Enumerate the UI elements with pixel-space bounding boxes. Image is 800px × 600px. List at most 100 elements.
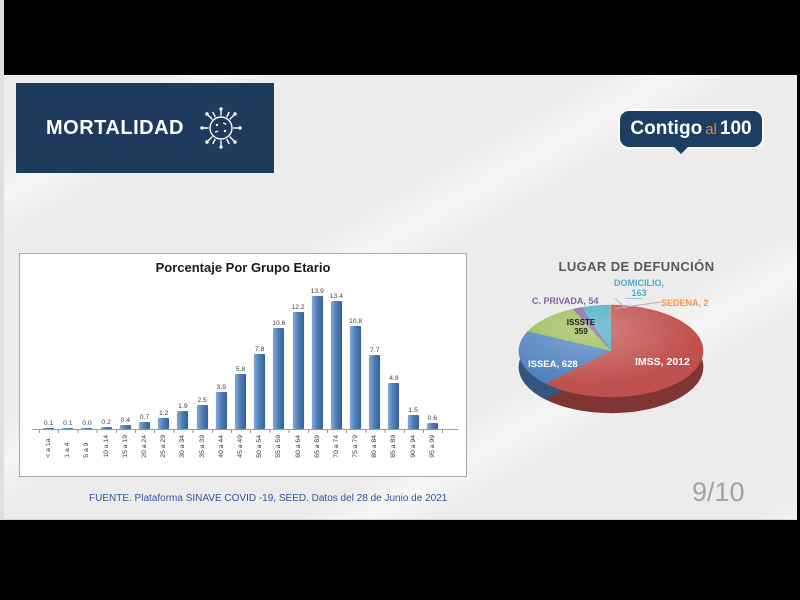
bar-slot: 13.9	[308, 288, 327, 429]
bar-category-label: 40 a 44	[217, 435, 225, 458]
page-title: MORTALIDAD	[46, 116, 184, 139]
bar-slot: 10.6	[269, 320, 288, 429]
bar	[158, 417, 170, 429]
bar-value-label: 7.7	[370, 347, 380, 355]
virus-icon	[200, 107, 242, 149]
bar	[350, 325, 362, 429]
bar-value-label: 10.8	[348, 317, 363, 325]
bar-category-label: 90 a 94	[409, 435, 417, 458]
bar-value-label: 0.1	[43, 419, 54, 427]
bar-slot: 7.7	[365, 347, 384, 429]
bar-value-label: 1.5	[408, 406, 418, 414]
bar-category-cell: 95 a 99	[423, 435, 442, 458]
pie-label-domicilio-value: 163	[631, 288, 647, 298]
mortalidad-header: MORTALIDAD	[16, 83, 274, 173]
bar	[196, 405, 208, 429]
bar-category-label: 20 a 24	[141, 435, 149, 458]
bar-chart-axis-line	[32, 429, 458, 430]
bar	[81, 427, 93, 429]
source-note: FUENTE. Plataforma SINAVE COVID -19, SEE…	[89, 493, 448, 504]
slide: MORTALIDAD	[4, 75, 797, 520]
bar-category-cell: < a 1a.	[39, 435, 58, 458]
bar	[369, 355, 381, 429]
bar	[273, 327, 285, 429]
bar-xlabels: < a 1a. 1 a 4 5 a 9 10 a 14 15 a 19 20 a 24 25…	[39, 435, 442, 458]
bar-slot: 1.5	[404, 407, 423, 429]
bar	[215, 391, 227, 429]
bar-chart: 0.1 0.1 0.0 0.2 0.4 0.7 1.2 1.9 2.5 3.9 5.8 7.8 10.6…	[39, 254, 442, 429]
bar-value-label: 3.9	[216, 383, 226, 391]
pie-chart	[516, 304, 706, 435]
bar-category-label: < a 1a.	[45, 436, 53, 458]
pie-chart-title: LUGAR DE DEFUNCIÓN	[558, 259, 715, 274]
page-number: 9/10	[692, 477, 745, 507]
bar-slot: 2.5	[193, 397, 212, 429]
bar-category-label: 15 a 19	[121, 435, 129, 458]
bar-category-cell: 70 a 74	[327, 435, 346, 458]
bar-slot: 0.7	[135, 414, 154, 429]
bar-category-label: 35 a 39	[198, 435, 206, 458]
bar	[139, 422, 151, 429]
bar	[62, 427, 74, 429]
bar-category-cell: 1 a 4	[58, 435, 77, 458]
bar-category-label: 95 a 99	[428, 435, 436, 458]
bar-value-label: 0.2	[101, 419, 111, 427]
pie-label-domicilio-name: DOMICILIO,	[614, 278, 664, 288]
bar-category-label: 30 a 34	[179, 435, 187, 458]
bar-category-cell: 40 a 44	[212, 435, 231, 458]
domicilio-leader-line-h	[625, 298, 642, 299]
bar	[407, 414, 419, 429]
pie-label-c-privada: C. PRIVADA, 54	[532, 296, 599, 306]
bar-slot: 10.8	[346, 318, 365, 429]
bar-slot: 1.2	[154, 410, 173, 429]
bar-slot: 0.6	[423, 415, 442, 429]
bar	[292, 312, 304, 429]
pie-label-issste: ISSSTE 359	[560, 318, 602, 336]
bar-slot: 1.9	[173, 403, 192, 429]
bar-value-label: 13.4	[329, 292, 344, 300]
bar	[426, 423, 438, 429]
bar-category-cell: 80 a 84	[365, 435, 384, 458]
bar-category-label: 25 a 29	[160, 435, 168, 458]
pie-label-issste-value: 359	[574, 327, 588, 336]
pie-label-domicilio: DOMICILIO, 163	[597, 278, 681, 298]
bar-category-label: 10 a 14	[102, 435, 110, 458]
bar-value-label: 12.2	[291, 304, 305, 312]
bar-value-label: 0.1	[63, 419, 73, 427]
bar-slot: 5.8	[231, 366, 250, 429]
bar	[119, 425, 131, 429]
bar	[330, 300, 342, 429]
bar-category-label: 60 a 64	[294, 435, 302, 458]
bar-slot: 0.1	[58, 419, 77, 429]
bar-category-cell: 10 a 14	[97, 435, 116, 458]
bar-value-label: 13.9	[310, 288, 324, 295]
bar	[234, 373, 246, 429]
logo-text-contigo: Contigo	[630, 118, 703, 139]
pie-label-issea: ISSEA, 628	[528, 359, 578, 370]
bar-category-label: 5 a 9	[83, 442, 91, 458]
bar-chart-panel: Porcentaje Por Grupo Etario 0.1 0.1 0.0 0.2…	[19, 253, 467, 477]
bar-value-label: 1.9	[178, 402, 188, 410]
bar-value-label: 4.8	[389, 375, 399, 383]
bar-category-cell: 85 a 89	[384, 435, 403, 458]
bar-slot: 0.4	[116, 417, 135, 429]
bar-category-cell: 55 a 59	[269, 435, 288, 458]
bar-slot: 0.1	[39, 419, 58, 429]
pie-label-issste-name: ISSSTE	[566, 318, 596, 327]
bar-chart-title: Porcentaje Por Grupo Etario	[155, 260, 331, 275]
bar-slot: 0.2	[97, 419, 116, 429]
pie-label-imss: IMSS, 2012	[635, 356, 690, 368]
bar	[388, 383, 400, 429]
bar	[43, 427, 55, 429]
bar-slot: 4.8	[384, 375, 403, 429]
bar-category-cell: 25 a 29	[154, 435, 173, 458]
contigo-al-100-logo: Contigo al 100	[620, 111, 762, 154]
bar-category-label: 55 a 59	[275, 435, 283, 458]
bar-slot: 12.2	[288, 304, 307, 429]
logo-text-al: al	[705, 120, 717, 138]
bar-value-label: 1.2	[158, 409, 169, 417]
bar-slot: 0.0	[77, 420, 96, 429]
pie-surface	[518, 304, 704, 398]
bar-category-cell: 45 a 49	[231, 435, 250, 458]
bar-category-cell: 90 a 94	[404, 435, 423, 458]
